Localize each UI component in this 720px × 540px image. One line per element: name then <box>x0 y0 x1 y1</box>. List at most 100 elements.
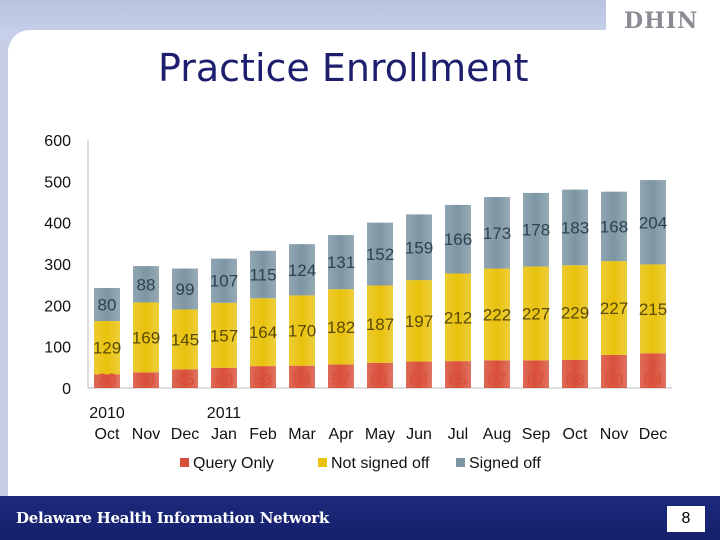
y-tick-label: 400 <box>44 216 71 233</box>
bar-not-signed-off <box>289 295 315 366</box>
bar-not-signed-off <box>172 309 198 370</box>
x-tick-label: May <box>365 426 395 443</box>
footer-organization-name: Delaware Health Information Network <box>16 509 329 527</box>
legend-label: Not signed off <box>331 455 430 472</box>
data-label: 54 <box>293 370 312 389</box>
bar-signed-off <box>211 258 237 303</box>
data-label: 215 <box>639 300 667 319</box>
data-label: 45 <box>176 370 195 389</box>
data-label: 168 <box>600 217 628 236</box>
bar-not-signed-off <box>94 321 120 375</box>
bar-not-signed-off <box>250 298 276 367</box>
bar-not-signed-off <box>328 289 354 365</box>
x-tick-label: Jul <box>448 426 468 443</box>
x-year-label: 2011 <box>207 405 242 422</box>
bar-not-signed-off <box>640 264 666 354</box>
bar-not-signed-off <box>484 268 510 361</box>
data-label: 166 <box>444 230 472 249</box>
data-label: 227 <box>600 299 628 318</box>
data-label: 53 <box>254 370 273 389</box>
bar-query-only <box>328 364 354 388</box>
data-label: 145 <box>171 330 199 349</box>
bar-query-only <box>367 362 393 388</box>
data-label: 178 <box>522 221 550 240</box>
data-label: 229 <box>561 304 589 323</box>
data-label: 164 <box>249 323 277 342</box>
bar-not-signed-off <box>367 285 393 363</box>
bar-query-only <box>484 360 510 388</box>
data-label: 49 <box>215 370 234 389</box>
bar-not-signed-off <box>523 266 549 361</box>
data-label: 212 <box>444 308 472 327</box>
bar-query-only <box>640 353 666 388</box>
data-label: 124 <box>288 261 316 280</box>
x-tick-label: Nov <box>132 426 160 443</box>
x-tick-label: Nov <box>600 426 628 443</box>
bar-query-only <box>406 361 432 388</box>
bar-signed-off <box>601 191 627 262</box>
bar-signed-off <box>94 287 120 322</box>
bar-signed-off <box>367 222 393 286</box>
legend-swatch <box>180 458 189 467</box>
data-label: 159 <box>405 238 433 257</box>
x-tick-label: Mar <box>288 426 316 443</box>
bar-query-only <box>133 372 159 388</box>
bar-query-only <box>523 360 549 388</box>
bar-signed-off <box>562 189 588 266</box>
bar-not-signed-off <box>211 302 237 368</box>
y-tick-label: 200 <box>44 298 71 315</box>
data-label: 88 <box>137 275 156 294</box>
data-label: 84 <box>644 370 663 389</box>
bar-signed-off <box>640 180 666 265</box>
data-label: 67 <box>488 370 507 389</box>
x-year-label: 2010 <box>89 405 125 422</box>
dhin-logo: DHIN <box>624 8 699 34</box>
y-tick-label: 500 <box>44 174 71 191</box>
page-number: 8 <box>666 505 706 533</box>
data-label: 157 <box>210 326 238 345</box>
x-tick-label: Oct <box>563 426 588 443</box>
x-tick-label: Jan <box>211 426 237 443</box>
data-label: 152 <box>366 245 394 264</box>
data-label: 173 <box>483 224 511 243</box>
legend-label: Query Only <box>193 455 274 472</box>
data-label: 57 <box>332 370 351 389</box>
x-tick-label: Sep <box>522 426 551 443</box>
page-title: Practice Enrollment <box>158 46 529 90</box>
bar-signed-off <box>445 204 471 274</box>
bar-signed-off <box>523 192 549 267</box>
bar-signed-off <box>406 214 432 281</box>
data-label: 197 <box>405 312 433 331</box>
bar-not-signed-off <box>601 261 627 355</box>
bar-signed-off <box>289 244 315 296</box>
data-label: 187 <box>366 315 394 334</box>
stacked-bar-chart: 0 100 200 300 400 500 600 33 129 80 Oct 2010 38 169 88… <box>44 133 672 472</box>
bar-signed-off <box>484 197 510 269</box>
legend-swatch <box>456 458 465 467</box>
data-label: 170 <box>288 322 316 341</box>
bar-not-signed-off <box>445 273 471 362</box>
footer-bar <box>0 496 720 540</box>
bar-query-only <box>601 354 627 388</box>
bar-query-only <box>445 361 471 388</box>
y-tick-label: 300 <box>44 257 71 274</box>
bar-not-signed-off <box>562 265 588 360</box>
data-label: 227 <box>522 304 550 323</box>
bar-query-only <box>172 369 198 388</box>
legend-swatch <box>318 458 327 467</box>
data-label: 64 <box>410 370 429 389</box>
y-tick-label: 600 <box>44 133 71 150</box>
bar-signed-off <box>133 266 159 303</box>
bar-query-only <box>94 374 120 388</box>
data-label: 131 <box>327 253 355 272</box>
data-label: 38 <box>137 370 156 389</box>
x-tick-label: Jun <box>406 426 432 443</box>
legend-label: Signed off <box>469 455 541 472</box>
x-tick-label: Dec <box>639 426 667 443</box>
bar-query-only <box>211 367 237 388</box>
data-label: 183 <box>561 218 589 237</box>
data-label: 65 <box>449 370 468 389</box>
bar-signed-off <box>250 250 276 299</box>
logo-box <box>606 0 720 44</box>
data-label: 115 <box>249 266 276 285</box>
